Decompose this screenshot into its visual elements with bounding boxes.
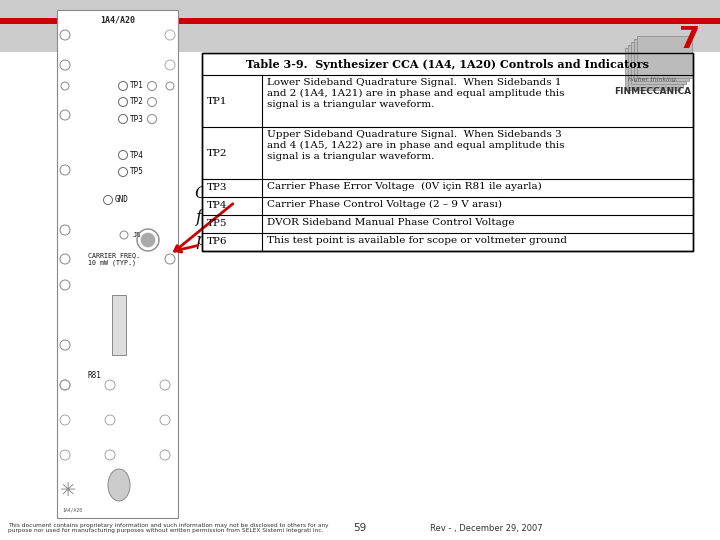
Text: Table 3-9.  Synthesizer CCA (1A4, 1A20) Controls and Indicators: Table 3-9. Synthesizer CCA (1A4, 1A20) C… [246,58,649,70]
Text: 59: 59 [354,523,366,533]
Bar [631,42,686,84]
Bar [0,0,720,52]
Text: R81: R81 [88,370,102,380]
Ellipse shape [108,469,130,501]
Circle shape [141,233,155,247]
Bar [112,295,126,355]
Text: TP4: TP4 [207,201,228,211]
Text: Carrier Phase Error Voltage  (0V için R81 ile ayarla): Carrier Phase Error Voltage (0V için R81… [267,182,541,191]
Text: TP5: TP5 [207,219,228,228]
Text: 10 mW (TYP.): 10 mW (TYP.) [88,260,136,266]
Bar [202,53,693,251]
Text: Upper Sideband Quadrature Signal.  When Sidebands 3
and 4 (1A5, 1A22) are in pha: Upper Sideband Quadrature Signal. When S… [267,130,564,161]
Text: 7: 7 [680,25,701,55]
Bar [634,39,689,81]
Text: GND: GND [115,195,129,205]
Bar [628,45,683,87]
Text: DVOR Sideband Manual Phase Control Voltage: DVOR Sideband Manual Phase Control Volta… [267,218,515,227]
FancyArrowPatch shape [176,246,197,252]
Text: TP3: TP3 [130,114,144,124]
Text: higher thinking.: higher thinking. [628,78,678,83]
Text: Lower Sideband Quadrature Signal.  When Sidebands 1
and 2 (1A4, 1A21) are in pha: Lower Sideband Quadrature Signal. When S… [267,78,564,110]
Text: 1A4/A20: 1A4/A20 [62,508,82,512]
Bar [0,18,720,24]
Bar [202,53,693,251]
Text: TP2: TP2 [207,148,228,158]
Bar [57,10,178,518]
Bar [625,48,680,90]
Text: FINMECCANICA: FINMECCANICA [614,87,692,97]
Text: TP3: TP3 [207,184,228,192]
Text: J8: J8 [133,232,142,238]
Text: This test point is available for scope or voltmeter ground: This test point is available for scope o… [267,236,567,245]
Text: TP4: TP4 [130,151,144,159]
Text: ✳: ✳ [60,481,76,500]
Text: TP1: TP1 [130,82,144,91]
Text: TP5: TP5 [130,167,144,177]
Text: TP2: TP2 [130,98,144,106]
Text: 1A4/A20: 1A4/A20 [100,16,135,24]
Text: TP6: TP6 [207,238,228,246]
Text: Carrier sample
for test
purposes: Carrier sample for test purposes [195,185,322,249]
Bar [637,36,692,78]
Text: Carrier Phase Control Voltage (2 – 9 V arası): Carrier Phase Control Voltage (2 – 9 V a… [267,200,502,209]
Text: Rev - , December 29, 2007: Rev - , December 29, 2007 [430,523,543,532]
Text: This document contains proprietary information and such information may not be d: This document contains proprietary infor… [8,523,328,534]
Text: TP1: TP1 [207,97,228,105]
Text: CARRIER FREQ.: CARRIER FREQ. [88,252,140,258]
